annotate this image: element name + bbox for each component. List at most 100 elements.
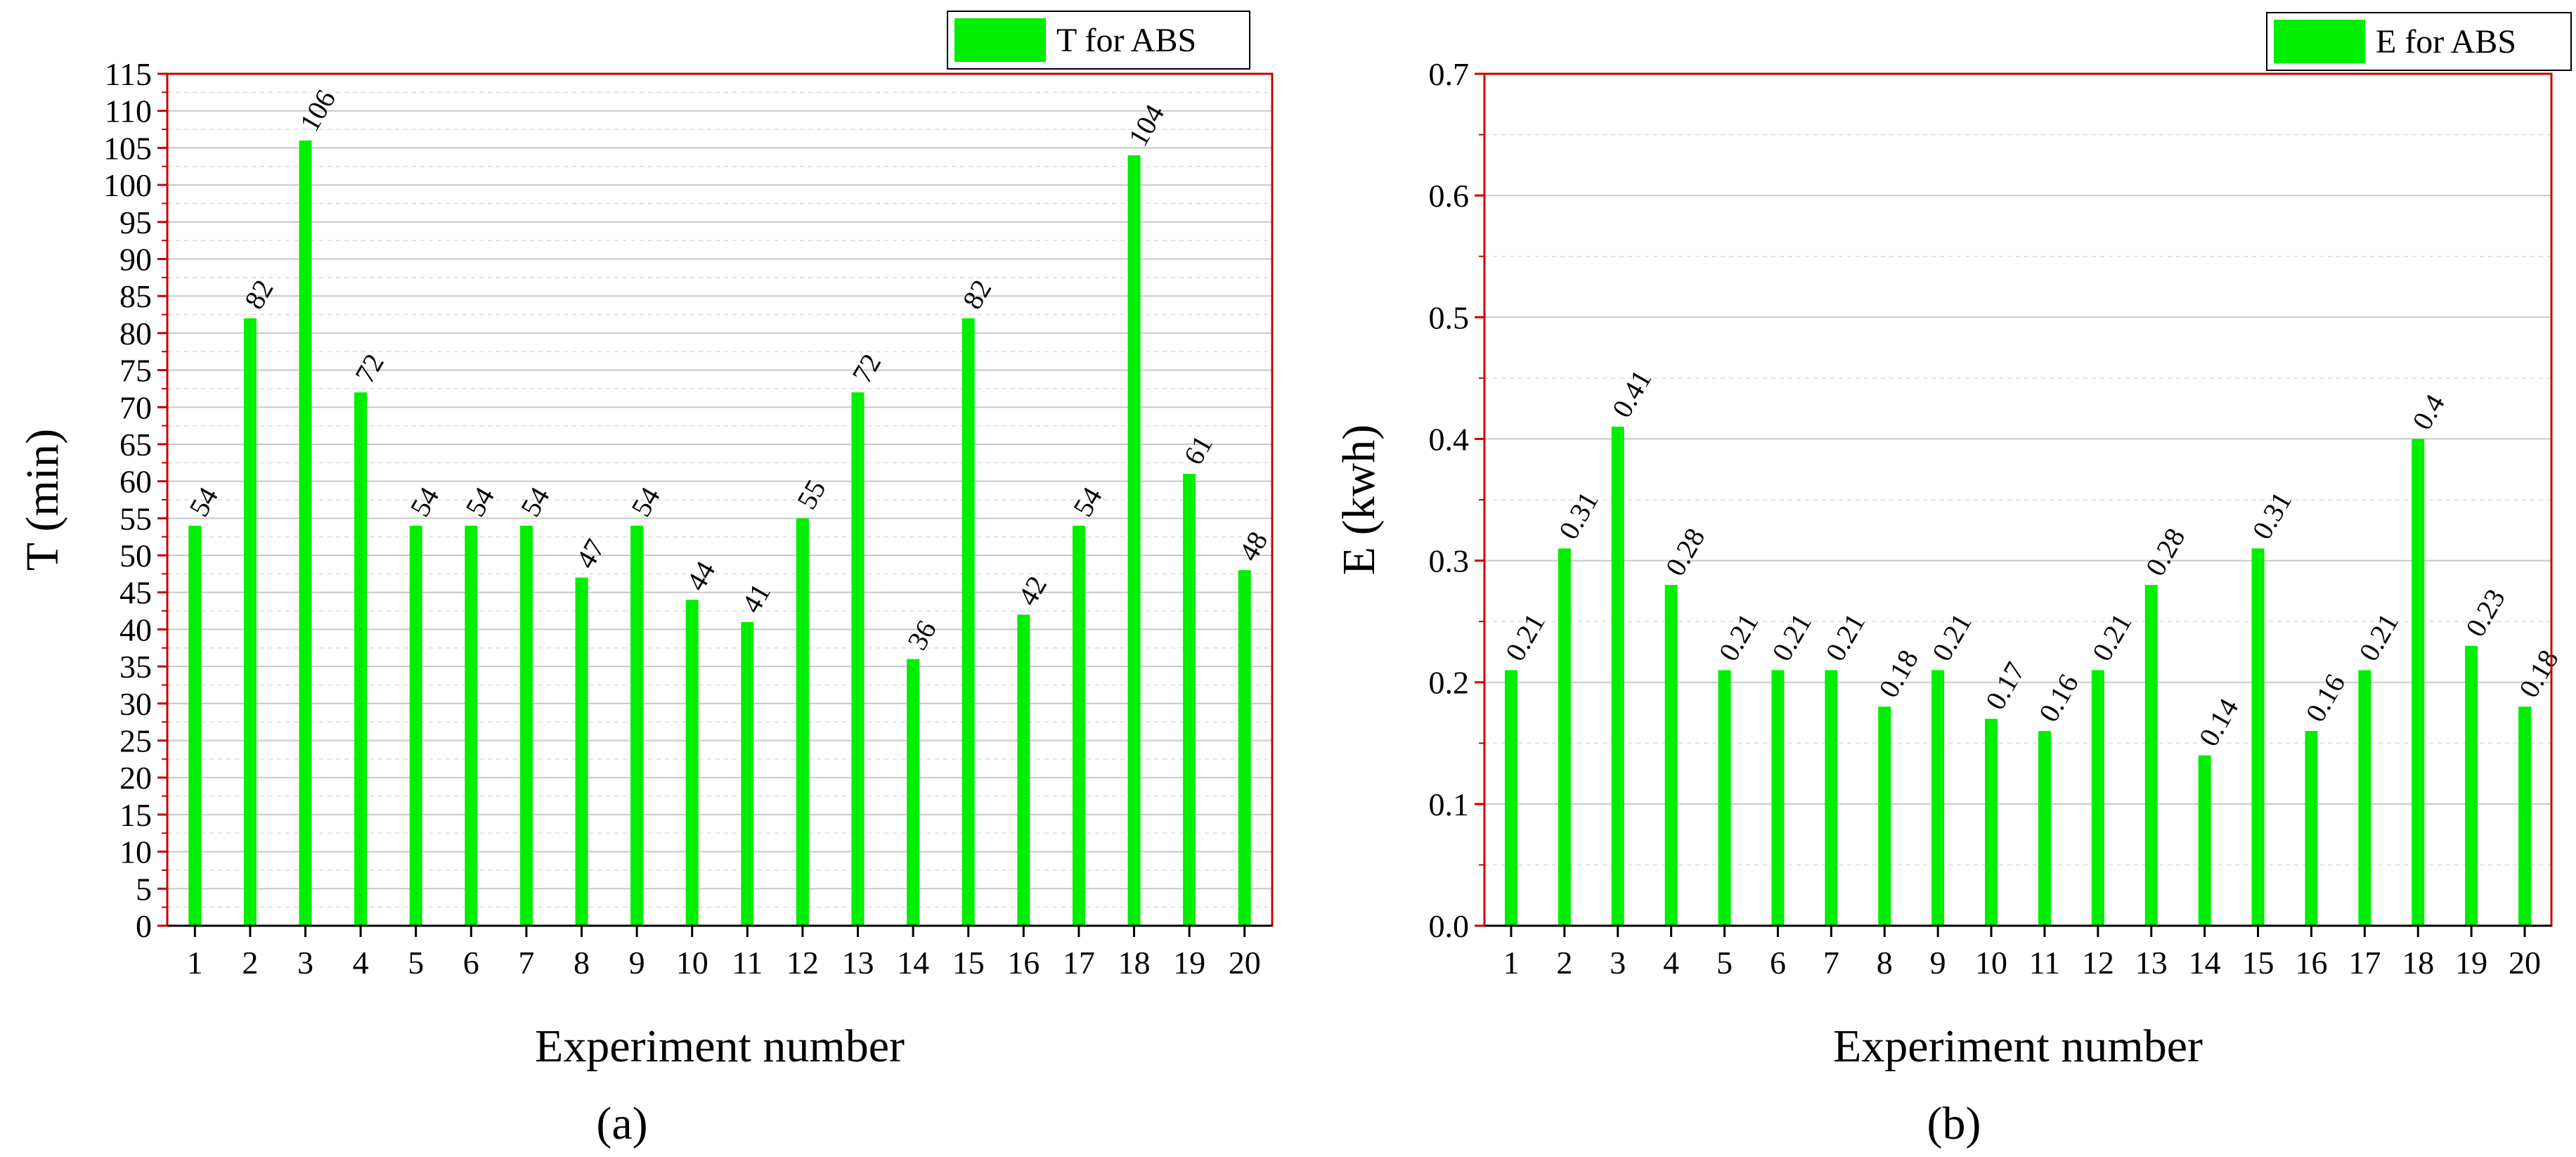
x-tick-label-10: 10 xyxy=(676,945,708,981)
y-axis-title: T (min) xyxy=(17,429,68,571)
x-tick-label-20: 20 xyxy=(1229,945,1261,981)
legend: E for ABS xyxy=(2266,12,2572,71)
y-tick-label: 0.3 xyxy=(1429,543,1470,579)
data-label-16: 0.16 xyxy=(2299,668,2351,727)
bar-16 xyxy=(2305,730,2318,926)
x-tick-label-1: 1 xyxy=(187,945,203,981)
x-tick-label-11: 11 xyxy=(2029,945,2060,981)
y-tick-label: 0.6 xyxy=(1429,178,1470,214)
x-tick-label-6: 6 xyxy=(1770,945,1786,981)
y-tick-label: 80 xyxy=(119,316,152,351)
panel-label: (a) xyxy=(596,1098,647,1149)
bar-7 xyxy=(519,525,533,926)
bar-15 xyxy=(2251,548,2265,926)
x-tick-label-10: 10 xyxy=(1975,945,2007,981)
data-label-18: 0.4 xyxy=(2406,389,2451,435)
x-tick-label-9: 9 xyxy=(1930,945,1946,981)
data-label-11: 0.16 xyxy=(2033,668,2085,727)
x-tick-label-4: 4 xyxy=(1663,945,1679,981)
data-label-14: 36 xyxy=(901,615,943,655)
x-tick-label-8: 8 xyxy=(574,945,590,981)
y-tick-label: 15 xyxy=(119,797,152,833)
bar-10 xyxy=(1985,718,1998,926)
data-label-15: 82 xyxy=(957,274,998,314)
x-axis-title: Experiment number xyxy=(1833,1021,2203,1072)
y-tick-label: 0.0 xyxy=(1429,908,1470,944)
y-tick-label: 0 xyxy=(136,908,152,944)
y-axis-title: E (kwh) xyxy=(1333,425,1385,575)
bar-11 xyxy=(2038,730,2051,926)
x-tick-label-16: 16 xyxy=(1007,945,1040,981)
y-tick-label: 70 xyxy=(119,389,152,425)
x-tick-label-18: 18 xyxy=(2402,945,2434,981)
bar-12 xyxy=(2091,670,2104,926)
chart-panel-b: 0.210.310.410.280.21 0.21 0.210.180.210.17… xyxy=(1333,12,2572,1149)
x-tick-label-13: 13 xyxy=(2135,945,2168,981)
y-tick-label: 0.5 xyxy=(1429,299,1470,335)
y-tick-label: 115 xyxy=(105,56,152,92)
bar-7 xyxy=(1825,670,1838,926)
bar-2 xyxy=(243,318,257,926)
data-label-17: 0.21 xyxy=(2352,608,2405,666)
x-tick-label-5: 5 xyxy=(408,945,424,981)
panel-label: (b) xyxy=(1927,1098,1981,1149)
bar-14 xyxy=(2198,755,2211,926)
x-tick-label-12: 12 xyxy=(787,945,819,981)
y-tick-label: 55 xyxy=(119,500,152,536)
data-label-4: 72 xyxy=(349,349,390,389)
data-label-19: 0.23 xyxy=(2459,583,2511,642)
x-tick-label-11: 11 xyxy=(732,945,763,981)
y-tick-label: 20 xyxy=(119,760,152,796)
y-tick-label: 0.1 xyxy=(1429,787,1470,822)
data-label-3: 106 xyxy=(293,84,342,136)
data-label-19: 61 xyxy=(1177,429,1219,470)
x-tick-label-15: 15 xyxy=(2242,945,2274,981)
data-label-2: 82 xyxy=(238,274,280,314)
y-tick-label: 40 xyxy=(119,612,152,647)
data-label-6: 0.21 xyxy=(1766,608,1818,666)
bar-3 xyxy=(1611,427,1624,926)
y-tick-label: 110 xyxy=(105,93,152,129)
bar-16 xyxy=(1017,614,1030,926)
x-tick-label-7: 7 xyxy=(518,945,534,981)
data-label-20: 48 xyxy=(1233,526,1274,566)
x-tick-label-2: 2 xyxy=(1556,945,1572,981)
y-tick-label: 85 xyxy=(119,278,152,314)
bar-13 xyxy=(2144,585,2158,926)
legend-label: E for ABS xyxy=(2376,23,2516,60)
x-axis-title: Experiment number xyxy=(535,1021,905,1072)
y-tick-label: 0.7 xyxy=(1429,56,1470,92)
data-label-3: 0.41 xyxy=(1606,364,1658,422)
bar-13 xyxy=(851,392,865,926)
x-tick-label-16: 16 xyxy=(2295,945,2327,981)
data-label-5: 54 xyxy=(404,481,446,522)
x-tick-label-3: 3 xyxy=(297,945,313,981)
bar-1 xyxy=(1504,670,1517,926)
x-tick-label-1: 1 xyxy=(1503,945,1519,981)
x-tick-label-15: 15 xyxy=(952,945,985,981)
bar-3 xyxy=(299,140,312,926)
y-tick-label: 35 xyxy=(119,649,152,685)
y-tick-label: 45 xyxy=(119,575,152,611)
legend-swatch xyxy=(954,18,1046,62)
data-label-9: 54 xyxy=(625,481,666,522)
x-tick-label-8: 8 xyxy=(1877,945,1893,981)
bar-9 xyxy=(1931,670,1945,926)
bar-12 xyxy=(796,518,809,926)
x-tick-label-12: 12 xyxy=(2082,945,2114,981)
bar-19 xyxy=(1183,474,1196,926)
y-tick-label: 0.2 xyxy=(1429,665,1470,701)
x-tick-label-20: 20 xyxy=(2509,945,2541,981)
x-tick-label-9: 9 xyxy=(629,945,645,981)
x-tick-label-14: 14 xyxy=(2189,945,2221,981)
data-label-18: 104 xyxy=(1122,99,1170,151)
x-tick-label-2: 2 xyxy=(242,945,258,981)
bar-17 xyxy=(1072,525,1085,926)
data-label-5: 0.21 xyxy=(1712,608,1764,666)
y-tick-label: 25 xyxy=(119,723,152,759)
bar-18 xyxy=(1127,155,1141,926)
bar-19 xyxy=(2465,645,2478,926)
legend-swatch xyxy=(2274,20,2365,63)
